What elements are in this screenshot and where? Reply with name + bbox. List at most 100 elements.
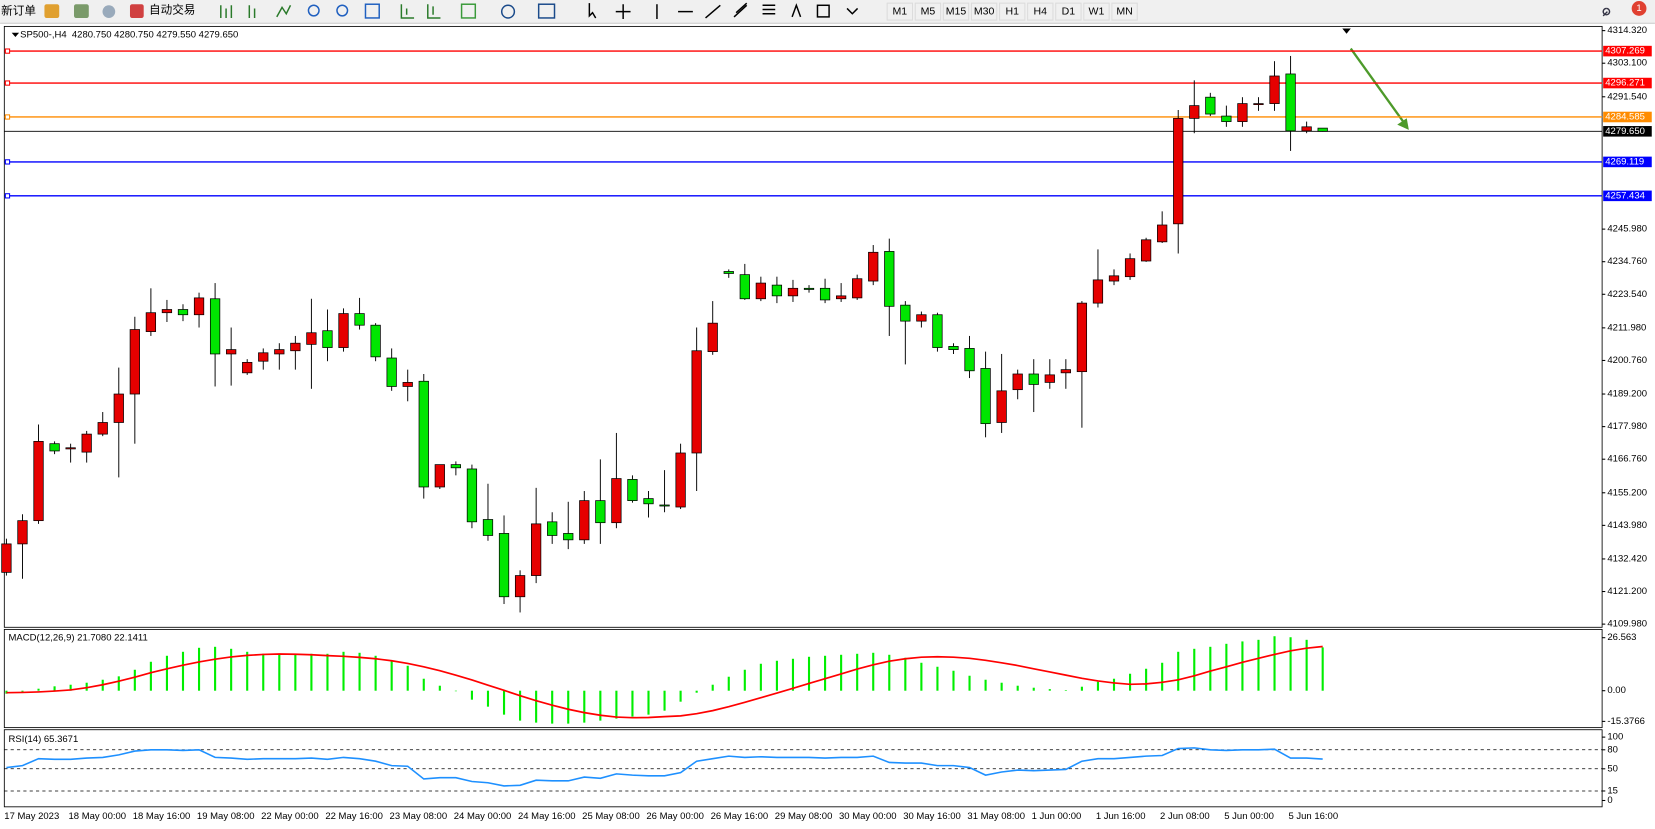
timeframe-button[interactable]	[970, 2, 998, 21]
x-tick-label: 24 May 16:00	[518, 811, 576, 822]
macd-bar	[438, 685, 441, 691]
y-tick-label: 4245.980	[1607, 224, 1647, 235]
icon[interactable]	[537, 3, 556, 19]
icon[interactable]	[220, 5, 233, 18]
candle-body	[338, 313, 349, 348]
candle-body	[868, 251, 879, 282]
candle-body	[290, 342, 301, 352]
macd-bar	[567, 690, 570, 724]
macd-bar	[1257, 639, 1260, 691]
candle-body	[81, 433, 92, 453]
current-price-box	[1603, 126, 1652, 137]
x-tick-label: 22 May 16:00	[325, 811, 383, 822]
annotation-arrow	[1349, 47, 1406, 125]
alert-badge[interactable]	[1631, 1, 1647, 16]
level-handle	[4, 80, 11, 86]
icon[interactable]	[44, 4, 60, 18]
cursor-icon[interactable]	[588, 3, 597, 19]
macd-bar	[486, 690, 490, 707]
macd-bar	[470, 690, 473, 700]
auto-trading-button[interactable]: 自动交易	[149, 3, 195, 17]
icon[interactable]	[427, 4, 441, 19]
timeframe-label[interactable]: H1	[1005, 5, 1019, 17]
auto-trading-icon[interactable]	[129, 4, 144, 18]
candle-body	[514, 575, 526, 598]
macd-bar	[679, 690, 682, 702]
candle-body	[226, 349, 237, 355]
y-tick-label: 0.00	[1607, 685, 1625, 696]
timeframe-label[interactable]: H4	[1034, 5, 1048, 17]
icon[interactable]	[500, 4, 516, 19]
candle-body	[1060, 369, 1071, 374]
shift-marker	[1342, 28, 1351, 34]
candle-body	[450, 464, 461, 469]
text-icon[interactable]	[791, 3, 802, 18]
arrows-icon[interactable]	[846, 7, 859, 15]
candle-body	[17, 520, 28, 545]
x-tick-label: 18 May 00:00	[69, 811, 127, 822]
timeframe-label[interactable]: M5	[921, 5, 936, 17]
channel-icon[interactable]	[733, 2, 748, 18]
timeframe-button[interactable]	[1027, 2, 1054, 21]
macd-bar	[390, 660, 393, 691]
y-tick-label: 80	[1607, 744, 1618, 755]
candle-body	[755, 282, 766, 300]
timeframe-button[interactable]	[1083, 2, 1110, 21]
crosshair-icon[interactable]	[615, 4, 631, 20]
candle-body	[884, 251, 895, 307]
macd-bar	[695, 690, 698, 693]
icon[interactable]	[248, 5, 256, 18]
level-price-box	[1603, 190, 1652, 202]
macd-bar	[53, 686, 56, 691]
timeframe-button[interactable]	[1111, 2, 1138, 21]
fibo-icon[interactable]	[762, 4, 776, 15]
macd-bar	[342, 651, 345, 691]
symbol-title: SP500-,H4	[20, 29, 66, 40]
level-price-box	[1603, 77, 1652, 89]
timeframe-label[interactable]: M1	[893, 5, 908, 17]
timeframe-label[interactable]: W1	[1089, 5, 1105, 17]
candle-body	[209, 298, 221, 355]
candle-body	[322, 330, 333, 348]
timeframe-button[interactable]	[942, 2, 970, 21]
timeframe-button[interactable]	[999, 2, 1026, 21]
trendline-icon[interactable]	[705, 4, 721, 19]
icon[interactable]	[400, 4, 415, 19]
timeframe-button[interactable]	[1055, 2, 1082, 21]
timeframe-button[interactable]	[886, 2, 914, 21]
timeframe-button[interactable]	[914, 2, 942, 21]
candle-body	[1092, 279, 1104, 304]
rsi-line	[6, 747, 1323, 787]
timeframe-label[interactable]: D1	[1062, 5, 1076, 17]
icon[interactable]	[276, 4, 292, 18]
macd-bar	[1177, 651, 1180, 691]
candle-body	[1044, 374, 1055, 383]
timeframe-label[interactable]: M30	[974, 5, 995, 17]
macd-bar	[1209, 646, 1212, 691]
icon[interactable]	[74, 4, 89, 18]
icon[interactable]	[102, 5, 116, 18]
macd-bar	[1048, 689, 1051, 691]
timeframe-label[interactable]: MN	[1116, 5, 1132, 17]
icon[interactable]	[364, 3, 380, 19]
search-icon[interactable]	[1602, 7, 1611, 17]
label-icon[interactable]	[816, 4, 830, 18]
new-order-button[interactable]: 新订单	[1, 4, 36, 18]
candle-body	[611, 478, 622, 524]
candle-body	[579, 500, 590, 541]
candle-body	[723, 271, 734, 274]
macd-bar	[1096, 681, 1100, 691]
y-tick-label: 4211.980	[1607, 322, 1646, 333]
macd-bar	[583, 690, 586, 723]
y-tick-label: 4166.760	[1607, 454, 1647, 465]
icon[interactable]	[336, 4, 349, 17]
icon[interactable]	[307, 4, 320, 17]
y-tick-label: 4155.200	[1607, 487, 1647, 498]
macd-bar	[1321, 647, 1324, 691]
timeframe-label[interactable]: M15	[946, 5, 967, 17]
macd-bar	[615, 690, 618, 719]
candle-body	[675, 452, 686, 508]
y-tick-label: 4132.420	[1607, 553, 1647, 564]
icon[interactable]	[460, 3, 477, 19]
macd-bar	[535, 690, 538, 723]
